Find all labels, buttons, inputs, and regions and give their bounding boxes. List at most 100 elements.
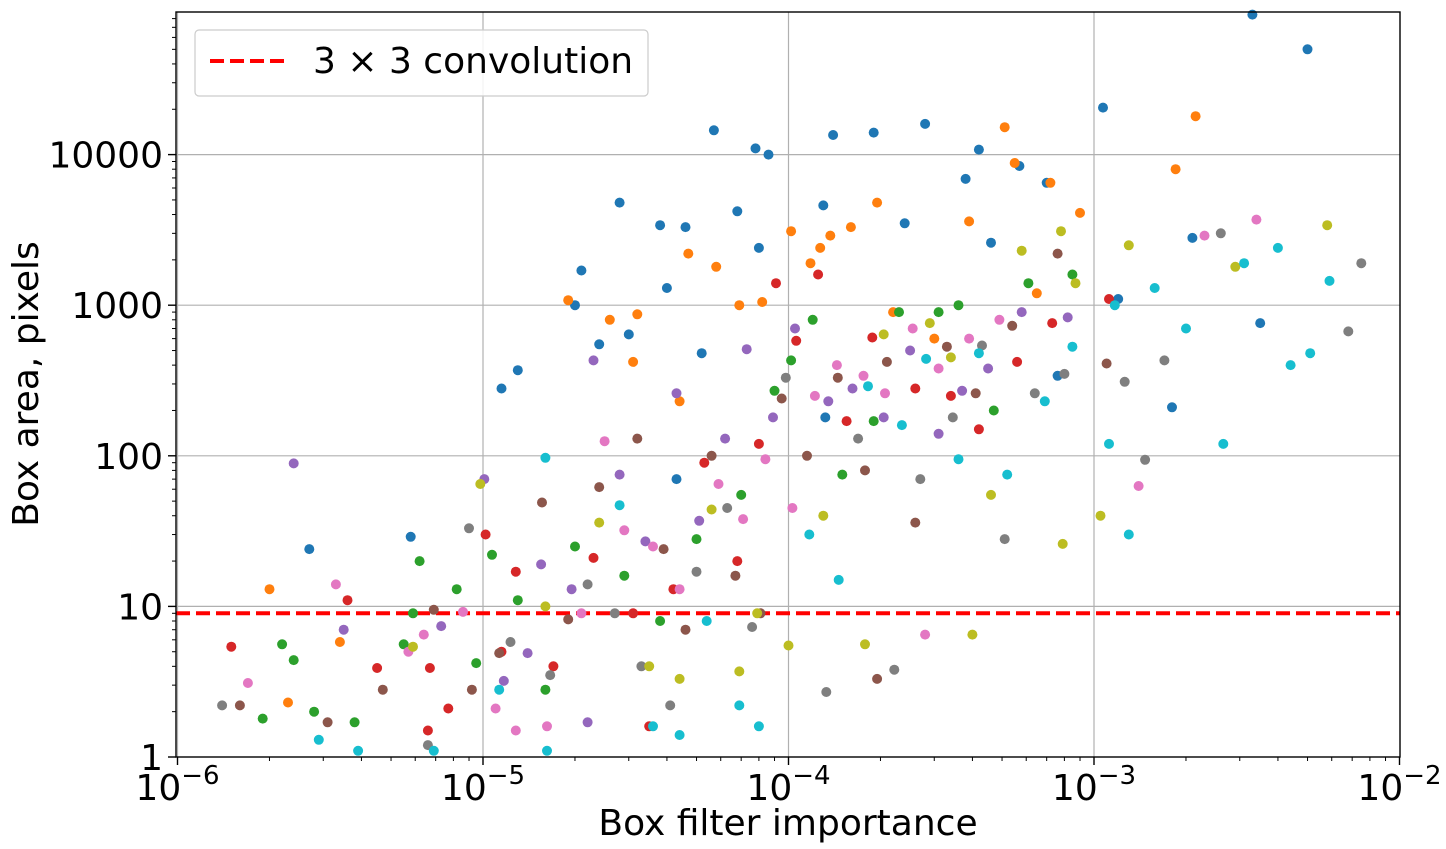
data-point	[945, 390, 956, 401]
y-tick-labels: 1 10 100 1000 10000	[48, 136, 163, 779]
data-point	[623, 329, 634, 340]
data-point	[683, 248, 694, 259]
y-axis-title: Box area, pixels	[6, 241, 47, 527]
data-point	[1104, 438, 1114, 449]
data-point	[973, 424, 984, 435]
data-point	[334, 637, 345, 647]
data-point	[988, 405, 999, 416]
data-point	[953, 454, 964, 465]
data-point	[986, 489, 996, 500]
data-point	[983, 363, 994, 374]
data-point	[288, 655, 299, 666]
data-point	[609, 608, 620, 619]
data-point	[594, 517, 605, 528]
data-point	[1272, 242, 1283, 253]
data-point	[1356, 258, 1367, 269]
data-point	[741, 344, 752, 355]
data-point	[619, 570, 630, 581]
data-point	[787, 503, 798, 513]
data-point	[973, 348, 984, 359]
data-point	[671, 474, 682, 485]
y-tick-label: 10000	[48, 136, 163, 177]
data-point	[283, 697, 293, 708]
data-point	[910, 517, 921, 528]
data-point	[915, 474, 926, 485]
data-point	[277, 639, 288, 650]
data-point	[858, 370, 869, 381]
data-point	[960, 173, 971, 184]
data-point	[970, 388, 981, 399]
data-point	[451, 584, 462, 595]
data-point	[674, 584, 685, 595]
data-point	[458, 606, 468, 617]
data-point	[540, 684, 551, 695]
data-point	[570, 541, 580, 552]
data-point	[1181, 323, 1191, 334]
grid-lines	[176, 12, 1400, 757]
data-point	[750, 143, 761, 154]
data-point	[868, 127, 879, 138]
data-point	[594, 482, 605, 493]
data-point	[809, 390, 820, 401]
data-point	[1149, 283, 1160, 293]
data-point	[823, 396, 834, 407]
data-point	[910, 383, 921, 394]
data-point	[588, 355, 599, 366]
data-point	[889, 664, 900, 675]
data-point	[510, 566, 521, 577]
data-point	[999, 534, 1010, 545]
data-point	[1187, 232, 1198, 243]
data-point	[967, 629, 978, 640]
data-point	[802, 450, 812, 461]
data-point	[720, 433, 731, 444]
data-point	[1343, 326, 1354, 337]
data-point	[512, 365, 523, 376]
data-point	[408, 608, 418, 619]
data-point	[494, 684, 505, 695]
data-point	[880, 388, 890, 399]
data-point	[614, 500, 625, 511]
x-tick-labels: 10−6 10−5 10−4 10−3 10−2	[135, 761, 1441, 809]
data-point	[929, 333, 940, 344]
data-point	[706, 450, 717, 461]
data-point	[805, 258, 816, 269]
data-point	[896, 420, 907, 431]
data-point	[1218, 438, 1229, 449]
data-point	[986, 237, 996, 248]
data-point	[920, 629, 931, 640]
data-point	[713, 479, 724, 489]
data-point	[599, 436, 610, 447]
data-point	[1101, 358, 1112, 369]
data-point	[722, 503, 733, 513]
data-point	[747, 622, 758, 632]
data-point	[498, 675, 509, 686]
data-point	[264, 584, 275, 595]
data-point	[821, 687, 832, 697]
data-point	[1170, 164, 1181, 175]
data-point	[490, 703, 501, 714]
data-point	[338, 624, 349, 635]
data-point	[588, 552, 599, 563]
data-point	[632, 309, 643, 320]
data-point	[418, 629, 429, 640]
data-point	[563, 295, 574, 306]
data-point	[732, 206, 743, 217]
data-point	[1052, 248, 1063, 259]
data-point	[847, 383, 858, 394]
data-point	[920, 118, 931, 129]
data-point	[1123, 529, 1134, 540]
data-point	[807, 314, 818, 325]
data-point	[933, 363, 944, 374]
data-point	[443, 703, 454, 714]
data-point	[921, 353, 932, 364]
data-point	[1133, 481, 1144, 491]
data-point	[424, 663, 435, 673]
data-point	[496, 383, 507, 394]
data-point	[828, 130, 839, 140]
data-point	[1012, 356, 1023, 367]
data-point	[769, 385, 780, 396]
data-point	[648, 541, 658, 552]
data-point	[234, 700, 245, 711]
data-point	[708, 125, 719, 136]
data-point	[414, 556, 425, 567]
